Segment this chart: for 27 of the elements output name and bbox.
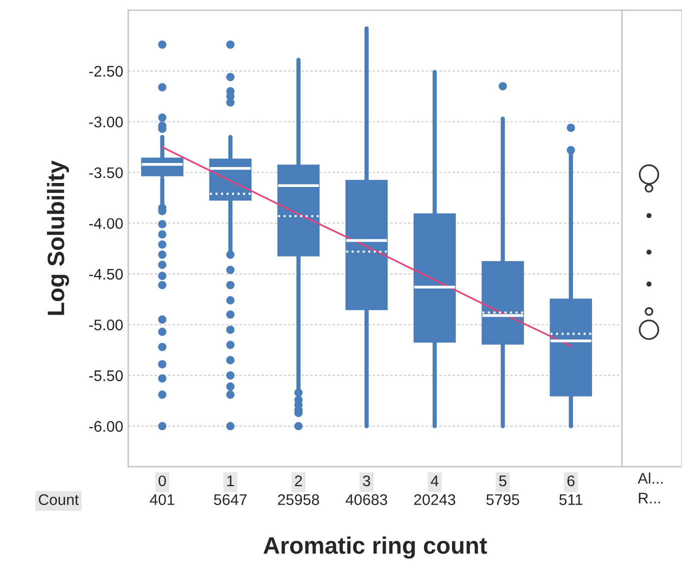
x-tick-label: 2: [295, 475, 302, 486]
x-axis-title: Aromatic ring count: [264, 536, 487, 559]
y-tick-label: -4.50: [89, 268, 123, 280]
y-tick-label: -3.50: [89, 167, 123, 178]
text: Al...: [638, 472, 663, 484]
x-tick-label: 0: [158, 475, 166, 486]
y-tick-label: -2.50: [89, 66, 123, 77]
text: 40683: [346, 494, 388, 506]
text: 20243: [414, 494, 456, 506]
text: Count: [38, 494, 79, 506]
text: 25958: [278, 494, 320, 506]
y-tick-label: -5.50: [89, 370, 123, 382]
text: 5647: [214, 494, 247, 506]
text: 5795: [486, 494, 520, 506]
x-tick-label: 4: [430, 476, 438, 486]
y-axis-title: Log Solubility: [46, 160, 70, 315]
y-tick-label: -3.00: [89, 116, 123, 128]
y-tick-label: -4.00: [89, 218, 123, 229]
text: 401: [150, 494, 174, 506]
x-tick-label: 5: [499, 476, 506, 486]
x-tick-label: 1: [227, 476, 234, 486]
x-tick-label: 3: [362, 475, 370, 486]
x-tick-label: 6: [567, 475, 574, 486]
y-tick-label: -6.00: [89, 421, 123, 432]
text: R...: [638, 492, 660, 504]
text: 511: [559, 494, 582, 506]
y-tick-label: -5.00: [89, 320, 123, 330]
